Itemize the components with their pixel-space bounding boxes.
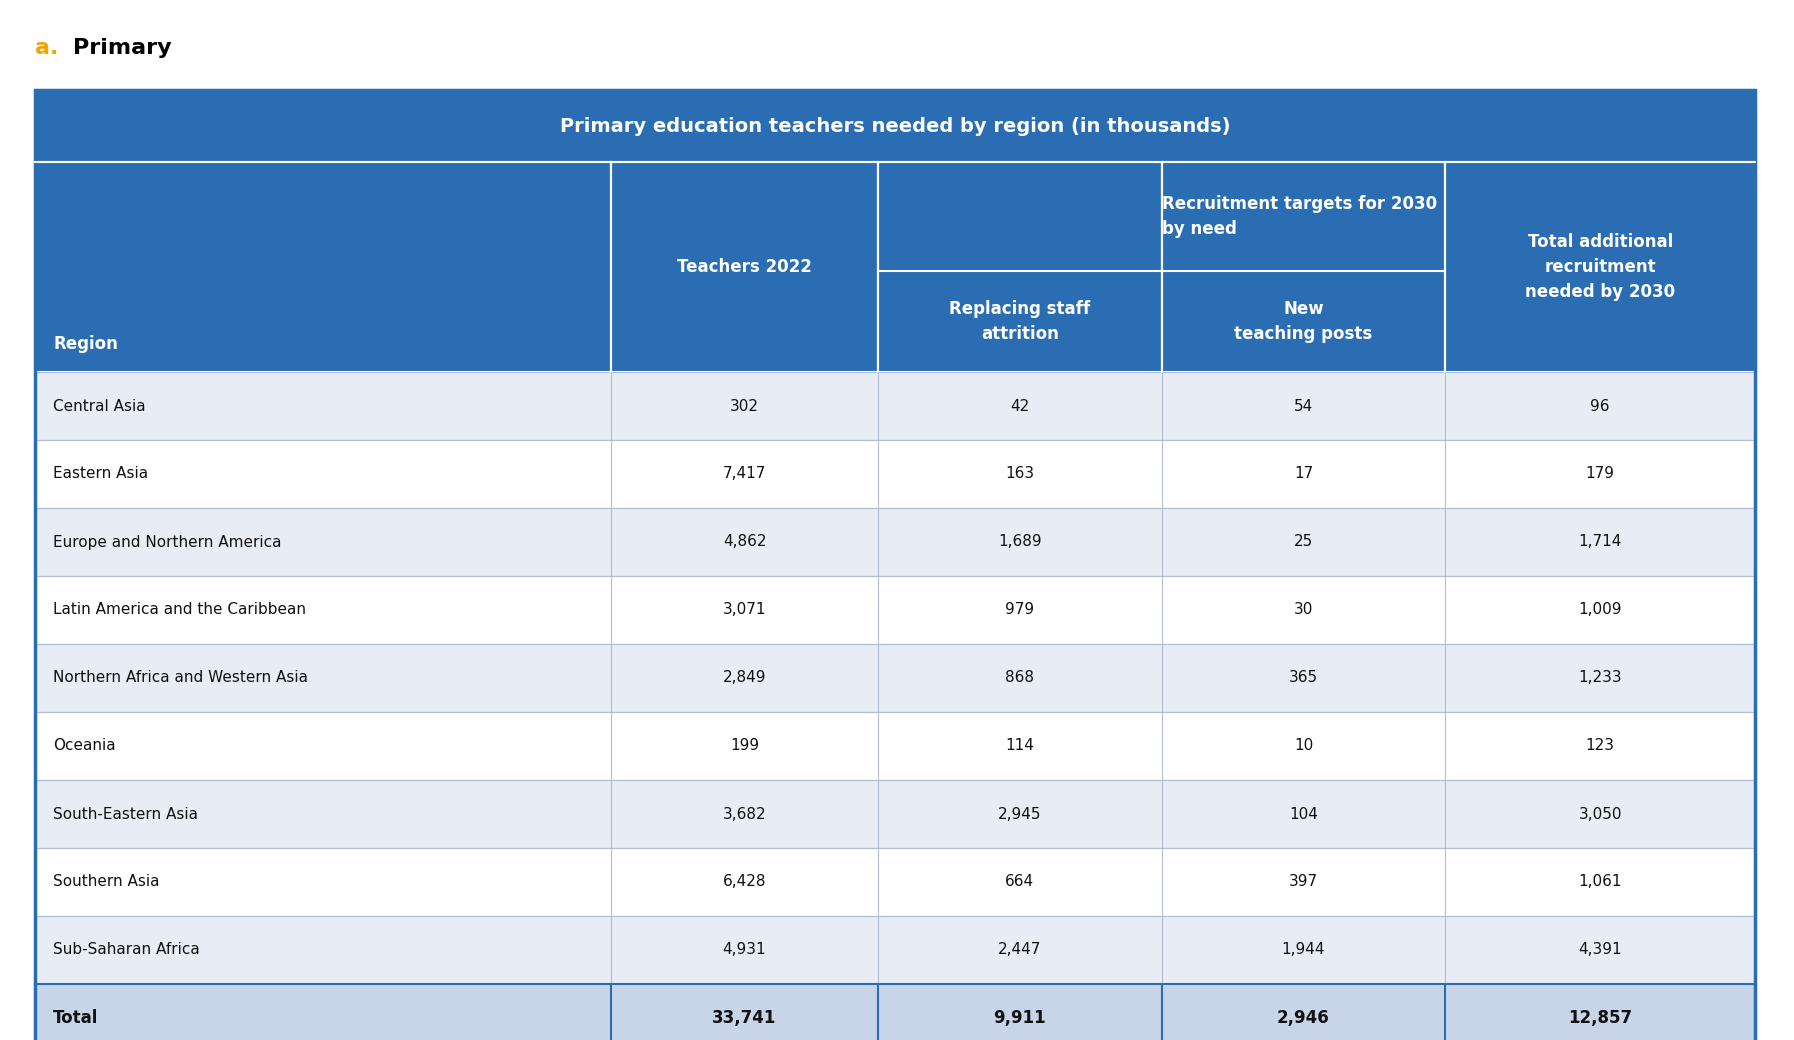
Text: Eastern Asia: Eastern Asia — [54, 467, 149, 482]
Text: 1,009: 1,009 — [1579, 602, 1622, 618]
Text: 42: 42 — [1010, 398, 1030, 414]
Text: 10: 10 — [1293, 738, 1313, 754]
Bar — [36, 848, 1755, 916]
Text: a.: a. — [36, 38, 59, 58]
Text: 199: 199 — [730, 738, 759, 754]
Text: 4,391: 4,391 — [1579, 942, 1622, 958]
Text: 123: 123 — [1586, 738, 1615, 754]
Text: 9,911: 9,911 — [994, 1009, 1046, 1028]
Text: 12,857: 12,857 — [1568, 1009, 1633, 1028]
Text: Teachers 2022: Teachers 2022 — [676, 258, 813, 276]
Text: Central Asia: Central Asia — [54, 398, 145, 414]
Bar — [36, 644, 1755, 712]
Text: Total additional
recruitment
needed by 2030: Total additional recruitment needed by 2… — [1525, 233, 1676, 301]
Text: 30: 30 — [1293, 602, 1313, 618]
Bar — [36, 508, 1755, 576]
Text: 3,682: 3,682 — [723, 806, 766, 822]
Bar — [612, 162, 877, 372]
Text: Oceania: Oceania — [54, 738, 115, 754]
Text: 2,945: 2,945 — [997, 806, 1042, 822]
Text: 2,946: 2,946 — [1277, 1009, 1329, 1028]
Text: 4,931: 4,931 — [723, 942, 766, 958]
Text: 54: 54 — [1293, 398, 1313, 414]
Bar — [36, 372, 1755, 440]
Text: 1,689: 1,689 — [997, 535, 1042, 549]
Text: 17: 17 — [1293, 467, 1313, 482]
Text: 664: 664 — [1005, 875, 1035, 889]
Text: 6,428: 6,428 — [723, 875, 766, 889]
Text: 4,862: 4,862 — [723, 535, 766, 549]
Text: 868: 868 — [1005, 671, 1033, 685]
Text: South-Eastern Asia: South-Eastern Asia — [54, 806, 197, 822]
Text: 1,233: 1,233 — [1579, 671, 1622, 685]
Bar — [36, 162, 612, 372]
Text: 179: 179 — [1586, 467, 1615, 482]
Bar — [36, 90, 1755, 162]
Bar — [1161, 162, 1446, 372]
Text: Northern Africa and Western Asia: Northern Africa and Western Asia — [54, 671, 309, 685]
Bar — [1446, 162, 1755, 372]
Text: Total: Total — [54, 1009, 99, 1028]
Text: 104: 104 — [1290, 806, 1319, 822]
Text: New
teaching posts: New teaching posts — [1234, 301, 1372, 343]
Text: 1,944: 1,944 — [1281, 942, 1326, 958]
Text: Southern Asia: Southern Asia — [54, 875, 160, 889]
Bar — [36, 984, 1755, 1040]
Text: 302: 302 — [730, 398, 759, 414]
Text: 33,741: 33,741 — [712, 1009, 777, 1028]
Text: 7,417: 7,417 — [723, 467, 766, 482]
Text: Region: Region — [54, 335, 118, 353]
Text: Primary: Primary — [74, 38, 172, 58]
Text: 397: 397 — [1288, 875, 1319, 889]
Text: 1,714: 1,714 — [1579, 535, 1622, 549]
Text: Sub-Saharan Africa: Sub-Saharan Africa — [54, 942, 199, 958]
Text: 3,050: 3,050 — [1579, 806, 1622, 822]
Text: 114: 114 — [1005, 738, 1033, 754]
Text: 365: 365 — [1288, 671, 1319, 685]
Bar — [877, 162, 1161, 372]
Text: 979: 979 — [1005, 602, 1035, 618]
Text: 2,849: 2,849 — [723, 671, 766, 685]
Text: Europe and Northern America: Europe and Northern America — [54, 535, 282, 549]
Text: Recruitment targets for 2030
by need: Recruitment targets for 2030 by need — [1161, 196, 1437, 238]
Text: 96: 96 — [1591, 398, 1609, 414]
Bar — [36, 916, 1755, 984]
Text: Latin America and the Caribbean: Latin America and the Caribbean — [54, 602, 307, 618]
Text: 2,447: 2,447 — [997, 942, 1041, 958]
Text: 25: 25 — [1293, 535, 1313, 549]
Text: Primary education teachers needed by region (in thousands): Primary education teachers needed by reg… — [560, 116, 1231, 135]
Bar — [36, 440, 1755, 508]
Text: 1,061: 1,061 — [1579, 875, 1622, 889]
Text: 163: 163 — [1005, 467, 1035, 482]
Bar — [36, 780, 1755, 848]
Bar — [36, 576, 1755, 644]
Text: 3,071: 3,071 — [723, 602, 766, 618]
Bar — [36, 712, 1755, 780]
Text: Replacing staff
attrition: Replacing staff attrition — [949, 301, 1091, 343]
